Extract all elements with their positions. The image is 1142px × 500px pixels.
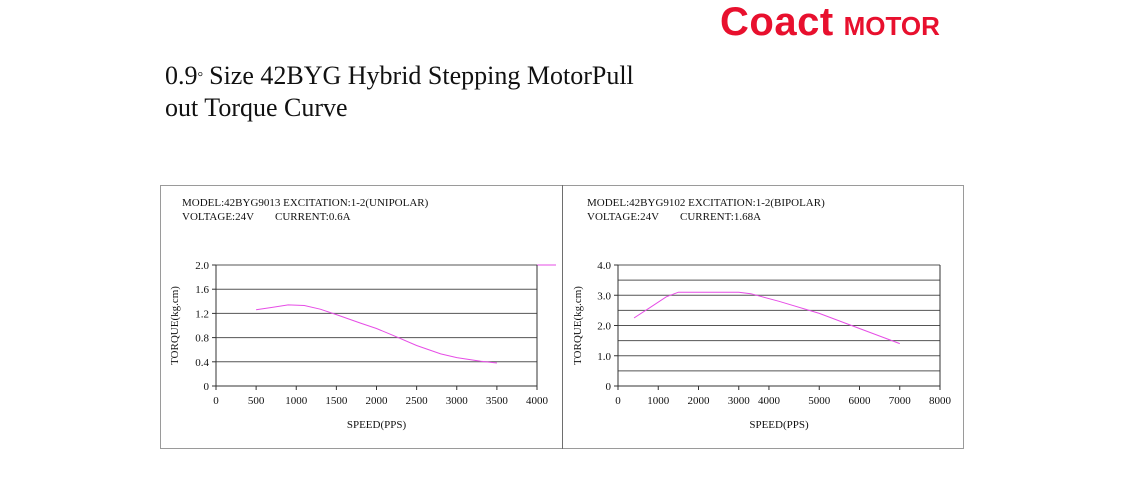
left-x-tick-label: 1000 (285, 395, 308, 407)
page-title-line2: out Torque Curve (165, 93, 348, 122)
right-x-axis-label: SPEED(PPS) (749, 419, 809, 431)
right-y-tick-label: 1.0 (597, 351, 611, 363)
right-y-tick-label: 2.0 (597, 321, 611, 333)
left-y-tick-label: 0.4 (195, 357, 209, 369)
right-y-tick-label: 3.0 (597, 290, 611, 302)
right-x-tick-label: 6000 (849, 395, 872, 407)
brand-logo: Coact MOTOR (720, 0, 940, 45)
right-x-tick-label: 3000 (728, 395, 751, 407)
left-current-text: CURRENT:0.6A (275, 211, 351, 223)
brand-suffix: MOTOR (843, 11, 940, 41)
right-torque-curve (633, 291, 900, 345)
left-x-tick-label: 4000 (526, 395, 549, 407)
left-y-axis-label: TORQUE(kg.cm) (169, 286, 181, 365)
left-torque-curve (256, 304, 497, 364)
left-x-tick-label: 3500 (486, 395, 509, 407)
right-x-tick-label: 7000 (889, 395, 912, 407)
right-model-text: MODEL:42BYG9102 EXCITATION:1-2(BIPOLAR) (587, 197, 825, 209)
left-x-tick-label: 2500 (406, 395, 429, 407)
left-y-tick-label: 0 (204, 381, 210, 393)
left-y-tick-label: 2.0 (195, 260, 209, 272)
left-x-tick-label: 500 (248, 395, 265, 407)
left-x-tick-label: 1500 (325, 395, 348, 407)
page-title-line1: Size 42BYG Hybrid Stepping MotorPull (209, 61, 634, 90)
left-x-axis-label: SPEED(PPS) (347, 419, 407, 431)
left-y-tick-label: 1.6 (195, 284, 209, 296)
left-x-tick-label: 3000 (446, 395, 469, 407)
degree-symbol: ° (197, 70, 204, 85)
right-current-text: CURRENT:1.68A (680, 211, 762, 223)
right-x-tick-label: 0 (615, 395, 621, 407)
right-x-tick-label: 8000 (929, 395, 952, 407)
left-x-tick-label: 0 (213, 395, 219, 407)
right-x-tick-label: 2000 (688, 395, 711, 407)
right-x-tick-label: 4000 (758, 395, 781, 407)
right-y-tick-label: 4.0 (597, 260, 611, 272)
page-title-number: 0.9 (165, 61, 198, 90)
right-x-tick-label: 5000 (808, 395, 831, 407)
right-x-tick-label: 1000 (647, 395, 670, 407)
right-y-tick-label: 0 (606, 381, 612, 393)
right-y-axis-label: TORQUE(kg.cm) (572, 286, 584, 365)
left-y-tick-label: 1.2 (195, 308, 209, 320)
left-x-tick-label: 2000 (366, 395, 389, 407)
left-voltage-text: VOLTAGE:24V (182, 211, 255, 223)
left-y-tick-label: 0.8 (195, 333, 209, 345)
left-model-text: MODEL:42BYG9013 EXCITATION:1-2(UNIPOLAR) (182, 197, 429, 209)
brand-name: Coact (720, 0, 834, 44)
page-title: 0.9° Size 42BYG Hybrid Stepping MotorPull… (165, 60, 765, 124)
right-voltage-text: VOLTAGE:24V (587, 211, 660, 223)
chart-divider (562, 185, 563, 449)
